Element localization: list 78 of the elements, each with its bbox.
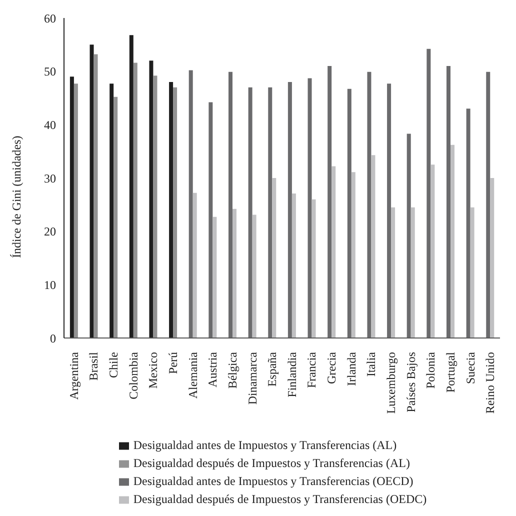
bar bbox=[268, 87, 272, 338]
x-tick-label: Austria bbox=[206, 351, 220, 388]
bar bbox=[486, 72, 490, 338]
x-tick-label: Portugal bbox=[443, 351, 458, 393]
x-tick-label: Francia bbox=[304, 351, 319, 388]
bar bbox=[228, 72, 232, 338]
bar bbox=[74, 84, 78, 338]
bar bbox=[248, 87, 252, 338]
x-tick-label: Argentina bbox=[66, 351, 81, 400]
bar bbox=[410, 207, 415, 338]
bar bbox=[94, 54, 98, 338]
bar bbox=[70, 76, 74, 338]
x-tick-label: Países Bajos bbox=[404, 352, 418, 412]
x-tick-label: Dinamarca bbox=[245, 351, 260, 405]
x-tick-label: Perú bbox=[166, 352, 180, 374]
x-tick-label: Irlanda bbox=[344, 351, 358, 386]
bar bbox=[288, 82, 292, 338]
bar bbox=[387, 84, 392, 338]
bar bbox=[149, 60, 154, 338]
bar bbox=[328, 66, 332, 338]
x-tick-label: Italia bbox=[364, 351, 378, 377]
bar bbox=[430, 164, 435, 338]
y-tick-label: 40 bbox=[44, 118, 56, 132]
x-tick-label: Reino Unido bbox=[483, 352, 498, 414]
bar bbox=[292, 193, 296, 338]
bar bbox=[169, 82, 174, 338]
bar bbox=[173, 87, 178, 338]
bar bbox=[192, 192, 197, 338]
x-tick-label: Suecia bbox=[463, 351, 478, 384]
bar bbox=[212, 216, 217, 338]
y-tick-label: 50 bbox=[44, 64, 56, 79]
y-tick-label: 60 bbox=[44, 11, 56, 26]
y-tick-label: 10 bbox=[44, 278, 56, 292]
bar bbox=[490, 178, 494, 338]
bar bbox=[312, 199, 316, 338]
legend-label: Desigualdad después de Impuestos y Transferencias (OEDC) bbox=[133, 492, 427, 506]
bar bbox=[114, 96, 118, 338]
x-tick-label: España bbox=[265, 351, 280, 387]
bar bbox=[347, 88, 352, 338]
x-tick-label: Chile bbox=[106, 352, 121, 378]
bar bbox=[153, 76, 158, 338]
x-tick-label: Colombia bbox=[126, 351, 140, 400]
bar bbox=[188, 70, 193, 338]
bar bbox=[308, 78, 312, 338]
bar bbox=[252, 214, 256, 338]
bar bbox=[351, 172, 356, 338]
y-axis-title: Índice de Gini (unidades) bbox=[9, 136, 24, 258]
x-tick-label: Luxemburgo bbox=[384, 352, 398, 414]
x-tick-label: Bélgica bbox=[225, 351, 240, 389]
bar bbox=[332, 166, 336, 338]
bar bbox=[450, 144, 454, 338]
legend-label: Desigualdad después de Impuestos y Transferencias (AL) bbox=[133, 456, 410, 470]
legend-label: Desigualdad antes de Impuestos y Transferencias (AL) bbox=[133, 438, 397, 452]
y-tick-label: 30 bbox=[44, 171, 56, 186]
y-tick-label: 0 bbox=[50, 331, 56, 346]
bar bbox=[129, 35, 134, 338]
bar bbox=[406, 134, 411, 338]
x-tick-label: Mexico bbox=[146, 352, 160, 389]
bar bbox=[446, 66, 450, 338]
x-tick-label: Grecia bbox=[324, 351, 339, 384]
bar bbox=[90, 44, 94, 338]
bar bbox=[371, 155, 376, 338]
legend-label: Desigualdad antes de Impuestos y Transferencias (OECD) bbox=[133, 474, 414, 488]
bar bbox=[470, 207, 474, 338]
bar bbox=[133, 62, 138, 338]
bar bbox=[272, 178, 276, 338]
bar bbox=[426, 48, 431, 338]
bar bbox=[367, 72, 372, 338]
bar bbox=[208, 102, 213, 338]
bar bbox=[466, 108, 470, 338]
bar bbox=[110, 84, 114, 338]
x-tick-label: Finlandia bbox=[284, 351, 299, 398]
y-tick-label: 20 bbox=[44, 224, 56, 239]
bar bbox=[232, 208, 236, 338]
x-tick-label: Polonia bbox=[424, 351, 438, 389]
bar bbox=[391, 207, 396, 338]
x-tick-label: Alemania bbox=[186, 351, 200, 399]
x-tick-label: Brasil bbox=[86, 351, 101, 381]
